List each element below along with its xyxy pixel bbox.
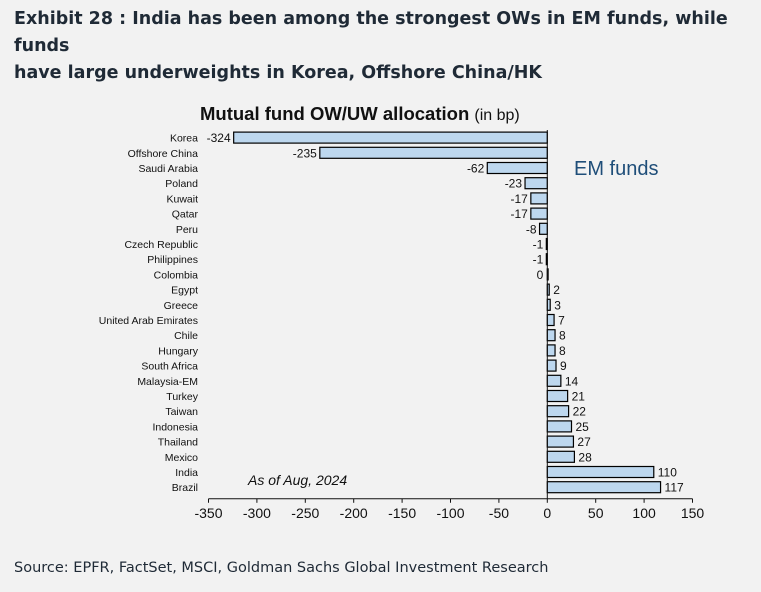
exhibit-title: Exhibit 28 : India has been among the st… [14, 6, 749, 87]
bar [538, 222, 548, 235]
exhibit-title-line-2: have large underweights in Korea, Offsho… [14, 63, 542, 83]
bar [546, 481, 662, 494]
category-label: Saudi Arabia [138, 163, 198, 175]
value-label: 7 [558, 314, 565, 328]
bar [546, 420, 573, 433]
category-label: Colombia [154, 269, 199, 281]
category-label: Malaysia-EM [137, 376, 198, 388]
bar [233, 131, 548, 144]
x-tick-label: 0 [543, 505, 551, 521]
x-tick-label: -300 [243, 505, 271, 521]
category-label: India [175, 467, 198, 479]
category-label: Turkey [166, 391, 198, 403]
bar [524, 177, 548, 190]
category-label: Egypt [171, 285, 198, 297]
bar [486, 161, 548, 175]
x-tick-label: -250 [291, 505, 319, 521]
value-label: 2 [553, 283, 560, 297]
chart-title: Mutual fund OW/UW allocation (in bp) [200, 103, 520, 125]
value-label: -8 [526, 222, 537, 236]
value-label: 22 [573, 405, 587, 419]
value-label: 21 [572, 390, 586, 404]
value-label: -17 [511, 192, 529, 206]
category-label: Offshore China [128, 148, 199, 160]
value-label: 8 [559, 329, 566, 343]
chart-title-unit: (in bp) [474, 107, 520, 124]
bar [546, 344, 556, 357]
bar [546, 405, 570, 418]
value-label: 9 [560, 359, 567, 373]
category-label: Thailand [158, 437, 198, 449]
category-label: South Africa [141, 361, 198, 373]
x-tick-label: -350 [194, 505, 222, 521]
source-note: Source: EPFR, FactSet, MSCI, Goldman Sac… [14, 560, 549, 576]
category-label: Mexico [165, 452, 198, 464]
category-label: Brazil [172, 482, 198, 494]
category-label: Chile [174, 330, 198, 342]
bar [530, 207, 548, 220]
x-tick-label: -100 [436, 505, 464, 521]
as-of-annotation: As of Aug, 2024 [247, 472, 347, 488]
value-label: 8 [559, 344, 566, 358]
exhibit-title-line-1: Exhibit 28 : India has been among the st… [14, 9, 728, 56]
value-label: 110 [658, 466, 677, 480]
value-label: 14 [565, 374, 579, 388]
category-label: Peru [176, 224, 198, 236]
category-label: Taiwan [165, 406, 198, 418]
category-label: Greece [164, 300, 199, 312]
bar [546, 435, 575, 448]
category-label: Kuwait [166, 193, 198, 205]
x-tick-label: -50 [489, 505, 509, 521]
value-label: 3 [554, 298, 561, 312]
value-label: 28 [578, 450, 592, 464]
x-tick-label: 50 [588, 505, 604, 521]
value-label: 27 [577, 435, 591, 449]
bar [530, 192, 548, 205]
value-label: -17 [511, 207, 529, 221]
value-label: -324 [207, 131, 231, 145]
value-label: 25 [576, 420, 590, 434]
value-label: 0 [537, 268, 544, 282]
value-label: 117 [665, 481, 684, 495]
bar [546, 389, 569, 403]
value-label: -62 [467, 162, 485, 176]
x-tick-label: -200 [340, 505, 368, 521]
plot-area: Korea -324 Offshore China -235 Saudi Arabia -… [99, 130, 705, 521]
x-tick-label: 150 [681, 505, 705, 521]
bar [546, 374, 562, 387]
category-label: Philippines [147, 254, 198, 266]
category-label: Korea [170, 133, 198, 145]
x-tick-label: -150 [388, 505, 416, 521]
bar [546, 329, 556, 342]
value-label: -23 [505, 177, 523, 191]
bar [319, 146, 548, 159]
chart-title-text: Mutual fund OW/UW allocation [200, 103, 470, 124]
category-label: United Arab Emirates [99, 315, 198, 327]
category-label: Qatar [172, 209, 199, 221]
category-label: Poland [165, 178, 198, 190]
bar [546, 359, 557, 372]
bar [546, 450, 576, 463]
em-funds-label: EM funds [574, 158, 658, 180]
x-tick-label: 100 [632, 505, 656, 521]
category-label: Hungary [158, 345, 198, 357]
bar [546, 465, 655, 479]
value-label: -1 [533, 253, 544, 267]
category-label: Indonesia [152, 421, 198, 433]
value-label: -1 [533, 238, 544, 252]
category-label: Czech Republic [124, 239, 198, 251]
bar [546, 313, 555, 327]
value-label: -235 [293, 146, 317, 160]
